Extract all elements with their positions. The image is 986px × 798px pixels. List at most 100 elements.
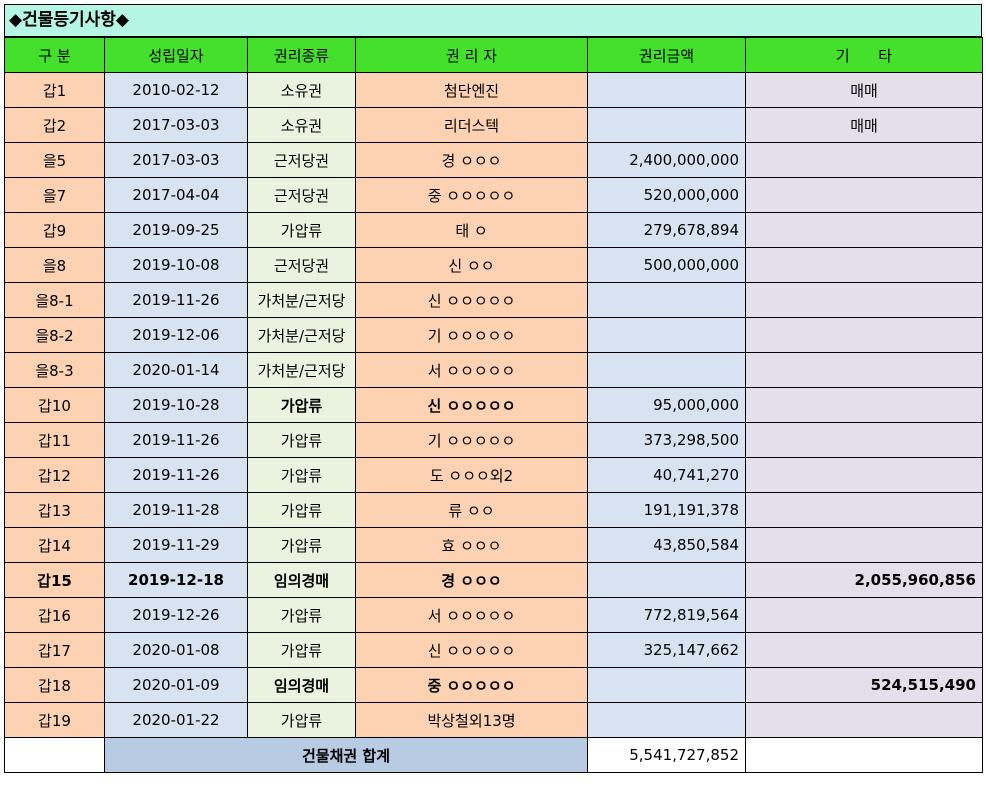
cell-date[interactable]: 2020-01-14 bbox=[104, 352, 248, 388]
cell-right-holder[interactable]: 기 ㅇㅇㅇㅇㅇ bbox=[355, 317, 588, 353]
cell-other[interactable]: 매매 bbox=[745, 72, 983, 108]
cell-date[interactable]: 2019-10-08 bbox=[104, 247, 248, 283]
cell-right-type[interactable]: 근저당권 bbox=[247, 142, 356, 178]
cell-right-holder[interactable]: 신 ㅇㅇㅇㅇㅇ bbox=[355, 387, 588, 423]
cell-category[interactable]: 갑12 bbox=[4, 457, 105, 493]
header-other[interactable]: 기 타 bbox=[745, 37, 983, 73]
header-right-holder[interactable]: 권 리 자 bbox=[355, 37, 588, 73]
cell-other[interactable] bbox=[745, 702, 983, 738]
cell-other[interactable] bbox=[745, 597, 983, 633]
cell-right-type[interactable]: 근저당권 bbox=[247, 247, 356, 283]
cell-amount[interactable]: 520,000,000 bbox=[587, 177, 746, 213]
cell-amount[interactable] bbox=[587, 702, 746, 738]
cell-date[interactable]: 2019-12-26 bbox=[104, 597, 248, 633]
cell-date[interactable]: 2019-11-26 bbox=[104, 422, 248, 458]
cell-amount[interactable]: 40,741,270 bbox=[587, 457, 746, 493]
cell-amount[interactable]: 373,298,500 bbox=[587, 422, 746, 458]
cell-other[interactable] bbox=[745, 282, 983, 318]
cell-other[interactable]: 524,515,490 bbox=[745, 667, 983, 703]
cell-amount[interactable]: 325,147,662 bbox=[587, 632, 746, 668]
cell-date[interactable]: 2020-01-09 bbox=[104, 667, 248, 703]
header-right-type[interactable]: 권리종류 bbox=[247, 37, 356, 73]
cell-right-type[interactable]: 가압류 bbox=[247, 422, 356, 458]
cell-amount[interactable]: 500,000,000 bbox=[587, 247, 746, 283]
cell-amount[interactable]: 772,819,564 bbox=[587, 597, 746, 633]
cell-category[interactable]: 을5 bbox=[4, 142, 105, 178]
cell-other[interactable] bbox=[745, 317, 983, 353]
cell-other[interactable] bbox=[745, 457, 983, 493]
cell-category[interactable]: 갑2 bbox=[4, 107, 105, 143]
cell-other[interactable]: 매매 bbox=[745, 107, 983, 143]
cell-right-type[interactable]: 가처분/근저당 bbox=[247, 352, 356, 388]
cell-other[interactable] bbox=[745, 492, 983, 528]
cell-amount[interactable] bbox=[587, 282, 746, 318]
cell-right-type[interactable]: 임의경매 bbox=[247, 562, 356, 598]
cell-right-type[interactable]: 가압류 bbox=[247, 527, 356, 563]
cell-right-holder[interactable]: 리더스텍 bbox=[355, 107, 588, 143]
cell-other[interactable] bbox=[745, 247, 983, 283]
total-blank-cell[interactable] bbox=[4, 737, 105, 773]
cell-date[interactable]: 2019-11-26 bbox=[104, 282, 248, 318]
cell-right-holder[interactable]: 효 ㅇㅇㅇ bbox=[355, 527, 588, 563]
header-category[interactable]: 구 분 bbox=[4, 37, 105, 73]
cell-amount[interactable]: 43,850,584 bbox=[587, 527, 746, 563]
cell-amount[interactable]: 95,000,000 bbox=[587, 387, 746, 423]
total-other-cell[interactable] bbox=[745, 737, 983, 773]
cell-category[interactable]: 갑1 bbox=[4, 72, 105, 108]
cell-amount[interactable]: 2,400,000,000 bbox=[587, 142, 746, 178]
cell-other[interactable] bbox=[745, 387, 983, 423]
cell-category[interactable]: 을8-3 bbox=[4, 352, 105, 388]
cell-right-type[interactable]: 가압류 bbox=[247, 492, 356, 528]
cell-right-type[interactable]: 가압류 bbox=[247, 212, 356, 248]
cell-right-type[interactable]: 가압류 bbox=[247, 632, 356, 668]
cell-right-holder[interactable]: 경 ㅇㅇㅇ bbox=[355, 562, 588, 598]
cell-category[interactable]: 을8-2 bbox=[4, 317, 105, 353]
cell-date[interactable]: 2010-02-12 bbox=[104, 72, 248, 108]
cell-amount[interactable]: 279,678,894 bbox=[587, 212, 746, 248]
cell-date[interactable]: 2019-12-18 bbox=[104, 562, 248, 598]
cell-amount[interactable] bbox=[587, 352, 746, 388]
cell-other[interactable]: 2,055,960,856 bbox=[745, 562, 983, 598]
cell-category[interactable]: 을8-1 bbox=[4, 282, 105, 318]
cell-right-holder[interactable]: 태 ㅇ bbox=[355, 212, 588, 248]
cell-category[interactable]: 갑11 bbox=[4, 422, 105, 458]
cell-right-type[interactable]: 소유권 bbox=[247, 72, 356, 108]
cell-amount[interactable] bbox=[587, 667, 746, 703]
cell-date[interactable]: 2019-11-29 bbox=[104, 527, 248, 563]
cell-category[interactable]: 갑13 bbox=[4, 492, 105, 528]
cell-right-type[interactable]: 임의경매 bbox=[247, 667, 356, 703]
cell-right-holder[interactable]: 신 ㅇㅇㅇㅇㅇ bbox=[355, 632, 588, 668]
cell-other[interactable] bbox=[745, 177, 983, 213]
cell-category[interactable]: 을8 bbox=[4, 247, 105, 283]
cell-right-holder[interactable]: 도 ㅇㅇㅇ외2 bbox=[355, 457, 588, 493]
cell-other[interactable] bbox=[745, 422, 983, 458]
cell-right-type[interactable]: 가처분/근저당 bbox=[247, 317, 356, 353]
cell-right-type[interactable]: 가압류 bbox=[247, 387, 356, 423]
cell-category[interactable]: 을7 bbox=[4, 177, 105, 213]
cell-date[interactable]: 2019-10-28 bbox=[104, 387, 248, 423]
cell-category[interactable]: 갑18 bbox=[4, 667, 105, 703]
cell-other[interactable] bbox=[745, 527, 983, 563]
cell-category[interactable]: 갑9 bbox=[4, 212, 105, 248]
cell-right-holder[interactable]: 서 ㅇㅇㅇㅇㅇ bbox=[355, 352, 588, 388]
cell-category[interactable]: 갑10 bbox=[4, 387, 105, 423]
cell-category[interactable]: 갑19 bbox=[4, 702, 105, 738]
cell-amount[interactable] bbox=[587, 317, 746, 353]
cell-date[interactable]: 2019-12-06 bbox=[104, 317, 248, 353]
cell-other[interactable] bbox=[745, 212, 983, 248]
cell-right-holder[interactable]: 류 ㅇㅇ bbox=[355, 492, 588, 528]
cell-right-type[interactable]: 가처분/근저당 bbox=[247, 282, 356, 318]
cell-date[interactable]: 2017-03-03 bbox=[104, 142, 248, 178]
cell-amount[interactable] bbox=[587, 107, 746, 143]
cell-right-holder[interactable]: 경 ㅇㅇㅇ bbox=[355, 142, 588, 178]
cell-amount[interactable] bbox=[587, 72, 746, 108]
cell-category[interactable]: 갑15 bbox=[4, 562, 105, 598]
cell-right-type[interactable]: 가압류 bbox=[247, 702, 356, 738]
cell-date[interactable]: 2019-09-25 bbox=[104, 212, 248, 248]
cell-right-holder[interactable]: 첨단엔진 bbox=[355, 72, 588, 108]
cell-right-type[interactable]: 가압류 bbox=[247, 597, 356, 633]
cell-category[interactable]: 갑17 bbox=[4, 632, 105, 668]
cell-category[interactable]: 갑14 bbox=[4, 527, 105, 563]
header-amount[interactable]: 권리금액 bbox=[587, 37, 746, 73]
cell-right-holder[interactable]: 중 ㅇㅇㅇㅇㅇ bbox=[355, 177, 588, 213]
